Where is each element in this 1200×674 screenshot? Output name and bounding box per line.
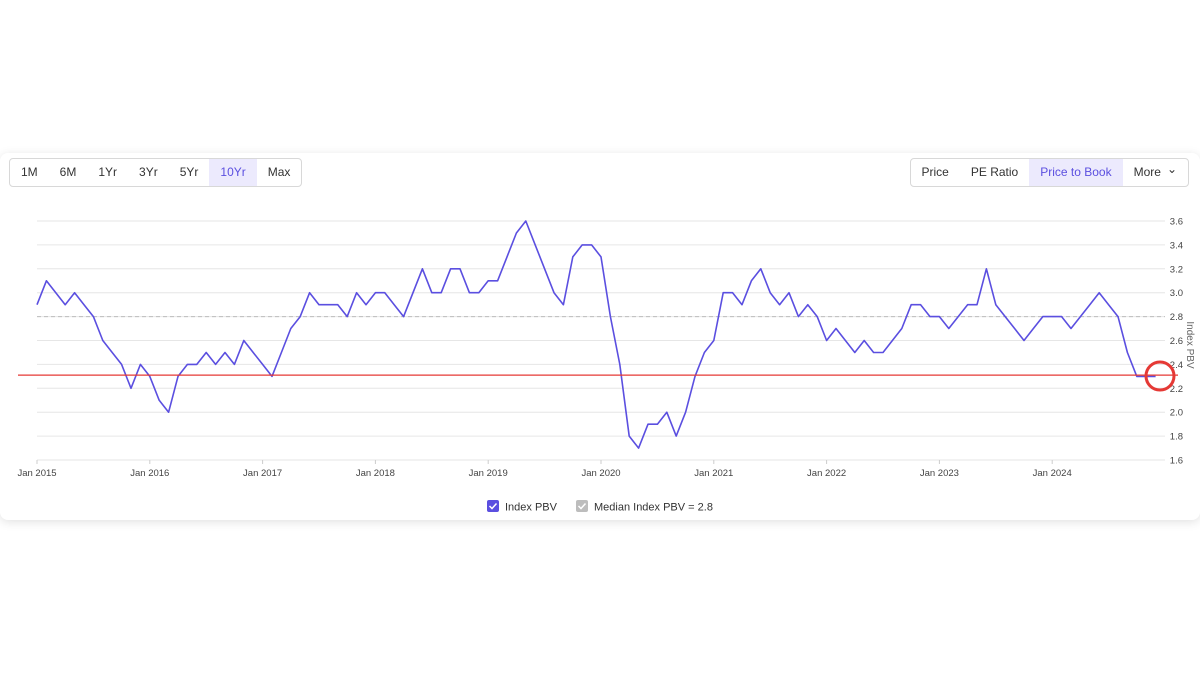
x-tick-label: Jan 2015 [17, 468, 56, 479]
range-selector: 1M 6M 1Yr 3Yr 5Yr 10Yr Max [9, 158, 303, 187]
highlight-circle [1144, 360, 1176, 392]
legend-item[interactable]: Median Index PBV = 2.8 [576, 500, 713, 514]
y-tick-label: 2.2 [1170, 384, 1183, 395]
legend-label: Median Index PBV = 2.8 [594, 502, 713, 514]
x-tick-label: Jan 2024 [1033, 468, 1072, 479]
x-tick-label: Jan 2017 [243, 468, 282, 479]
toolbar-button[interactable]: 3Yr [139, 165, 158, 179]
legend-check [577, 502, 587, 510]
y-tick-label: 3.2 [1170, 264, 1183, 275]
y-tick-label: 2.8 [1170, 312, 1183, 323]
chart-card: 1M 6M 1Yr 3Yr 5Yr 10Yr Max Price PE Ratio Price … [0, 153, 1200, 520]
toolbar-button[interactable]: Max [267, 165, 291, 179]
toolbar-button[interactable]: 6M [59, 165, 77, 179]
toolbar-button[interactable]: More ⌄ [1133, 162, 1177, 179]
x-tick-label: Jan 2018 [356, 468, 395, 479]
y-tick-label: 3.0 [1170, 288, 1183, 299]
y-axis-label: Index PBV [1184, 321, 1195, 369]
chevron: ⌄ [1166, 162, 1177, 176]
x-tick-label: Jan 2021 [694, 468, 733, 479]
y-tick-label: 3.6 [1170, 217, 1183, 228]
x-tick-label: Jan 2023 [920, 468, 959, 479]
legend-checkbox [487, 500, 499, 512]
toolbar-button[interactable]: PE Ratio [970, 165, 1019, 179]
legend-check [488, 502, 498, 510]
x-tick-label: Jan 2020 [581, 468, 620, 479]
toolbar-button[interactable]: 5Yr [179, 165, 199, 179]
toolbar-button[interactable]: 1M [21, 165, 38, 179]
x-tick-label: Jan 2019 [469, 468, 508, 479]
y-tick-label: 2.6 [1170, 336, 1183, 347]
y-tick-label: 1.8 [1170, 432, 1183, 443]
y-tick-label: 2.4 [1170, 360, 1183, 371]
legend-checkbox [576, 500, 588, 512]
toolbar-button[interactable]: Price to Book [1029, 159, 1123, 186]
y-tick-label: 2.0 [1170, 408, 1183, 419]
x-tick-label: Jan 2022 [807, 468, 846, 479]
legend-label: Index PBV [505, 502, 558, 514]
view-selector: Price PE Ratio Price to Book More ⌄ [909, 158, 1189, 187]
legend-item[interactable]: Index PBV [487, 500, 558, 514]
pbv-line [36, 220, 1156, 449]
y-tick-label: 1.6 [1170, 456, 1183, 467]
toolbar-button[interactable]: 10Yr [209, 159, 257, 186]
toolbar-button[interactable]: 1Yr [98, 165, 118, 179]
x-tick-label: Jan 2016 [130, 468, 169, 479]
toolbar-button[interactable]: Price [921, 165, 949, 179]
y-tick-label: 3.4 [1170, 240, 1183, 251]
